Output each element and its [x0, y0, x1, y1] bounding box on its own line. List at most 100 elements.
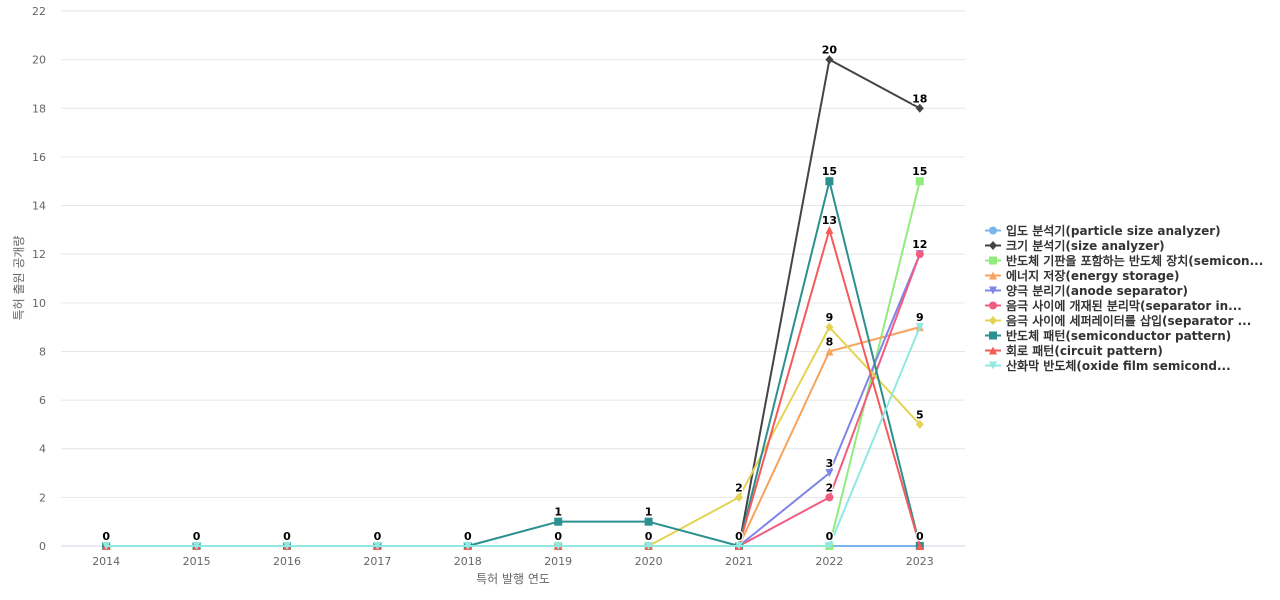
legend-item[interactable]: 크기 분석기(size analyzer)	[984, 238, 1274, 253]
grid-lines	[61, 10, 965, 498]
series-layer	[102, 55, 924, 551]
y-tick-label: 4	[39, 443, 46, 456]
legend-item[interactable]: 음극 사이에 개재된 분리막(separator in...	[984, 298, 1274, 313]
y-axis-ticks: 0 2 4 6 8 10 12 14 16 18 20 22	[32, 5, 46, 553]
legend-symbol	[989, 286, 997, 295]
x-tick-label: 2014	[92, 555, 120, 568]
legend-item[interactable]: 반도체 패턴(semiconductor pattern)	[984, 328, 1274, 343]
x-tick-label: 2022	[815, 555, 843, 568]
legend-label: 산화막 반도체(oxide film semicond...	[1006, 359, 1231, 373]
data-label: 0	[645, 530, 653, 543]
legend-marker	[985, 241, 1001, 250]
legend-symbol	[989, 271, 997, 280]
data-point	[825, 542, 834, 550]
data-point	[915, 542, 924, 550]
data-label: 2	[826, 481, 834, 494]
data-label: 0	[464, 530, 472, 543]
y-tick-label: 8	[39, 345, 46, 358]
legend-label: 음극 사이에 세퍼레이터를 삽입(separator ...	[1006, 314, 1252, 328]
data-point	[644, 517, 653, 526]
data-label: 3	[826, 457, 834, 470]
series-9	[102, 225, 924, 550]
legend-symbol	[989, 331, 997, 340]
data-label: 1	[645, 506, 653, 519]
data-point	[192, 542, 201, 550]
data-label: 0	[554, 530, 562, 543]
legend-marker	[985, 271, 1001, 280]
data-label: 0	[374, 530, 382, 543]
data-label: 1	[554, 506, 562, 519]
x-axis-ticks: 2014 2015 2016 2017 2018 2019 2020 2021 2022 2023	[92, 555, 934, 568]
data-label: 9	[826, 311, 834, 324]
legend-label: 음극 사이에 개재된 분리막(separator in...	[1006, 299, 1242, 313]
legend-item[interactable]: 산화막 반도체(oxide film semicond...	[984, 358, 1274, 373]
x-axis-title: 특허 발행 연도	[476, 571, 550, 586]
legend-symbol	[989, 226, 997, 235]
legend-marker	[985, 316, 1001, 325]
x-tick-label: 2019	[544, 555, 572, 568]
data-point	[825, 322, 834, 332]
x-tick-label: 2020	[635, 555, 663, 568]
data-label: 0	[916, 530, 924, 543]
data-label: 18	[912, 92, 927, 105]
legend-item[interactable]: 음극 사이에 세퍼레이터를 삽입(separator ...	[984, 313, 1274, 328]
series-line	[105, 180, 921, 547]
legend-marker	[985, 256, 1001, 265]
data-point	[283, 542, 291, 550]
legend-item[interactable]: 에너지 저장(energy storage)	[984, 268, 1274, 283]
legend-item[interactable]: 회로 패턴(circuit pattern)	[984, 343, 1274, 358]
y-tick-label: 2	[39, 491, 46, 504]
legend-marker	[985, 286, 1001, 295]
series-line	[105, 326, 921, 547]
legend: 입도 분석기(particle size analyzer) 크기 분석기(siz…	[984, 223, 1274, 373]
legend-symbol	[989, 316, 997, 325]
legend-label: 크기 분석기(size analyzer)	[1006, 239, 1165, 253]
data-label: 0	[826, 530, 834, 543]
data-point	[735, 492, 743, 502]
data-point	[915, 250, 924, 259]
data-label: 13	[822, 214, 837, 227]
legend-marker	[985, 301, 1001, 310]
legend-item[interactable]: 양극 분리기(anode separator)	[984, 283, 1274, 298]
data-point	[915, 103, 924, 113]
legend-label: 에너지 저장(energy storage)	[1006, 269, 1180, 283]
legend-symbol	[989, 241, 997, 250]
legend-label: 양극 분리기(anode separator)	[1006, 284, 1189, 298]
legend-marker	[985, 346, 1001, 355]
data-point	[554, 517, 563, 526]
legend-symbol	[989, 301, 997, 310]
series-7	[102, 322, 924, 551]
x-tick-label: 2018	[454, 555, 482, 568]
legend-label: 입도 분석기(particle size analyzer)	[1006, 224, 1221, 238]
data-label: 15	[822, 165, 837, 178]
legend-item[interactable]: 입도 분석기(particle size analyzer)	[984, 223, 1274, 238]
data-point	[373, 542, 382, 550]
legend-symbol	[989, 346, 997, 355]
data-label: 15	[912, 165, 927, 178]
data-point	[915, 419, 924, 429]
data-point	[463, 542, 472, 550]
y-tick-label: 0	[39, 540, 46, 553]
data-label: 5	[916, 408, 924, 421]
data-point	[825, 225, 834, 234]
y-tick-label: 6	[39, 394, 46, 407]
data-label: 0	[735, 530, 743, 543]
series-10	[102, 323, 924, 550]
series-8	[102, 177, 924, 550]
legend-item[interactable]: 반도체 기판을 포함하는 반도체 장치(semicon...	[984, 253, 1274, 268]
data-point	[915, 323, 924, 332]
data-point	[825, 469, 834, 478]
series-line	[105, 326, 921, 547]
data-label: 0	[193, 530, 201, 543]
y-axis-title: 특허 출원 공개량	[12, 236, 26, 321]
data-label: 0	[283, 530, 291, 543]
data-label: 12	[912, 238, 927, 251]
y-tick-label: 18	[32, 102, 46, 115]
x-tick-label: 2023	[906, 555, 934, 568]
y-tick-label: 10	[32, 297, 46, 310]
x-tick-label: 2021	[725, 555, 753, 568]
series-3	[102, 177, 924, 550]
y-tick-label: 14	[32, 200, 46, 213]
